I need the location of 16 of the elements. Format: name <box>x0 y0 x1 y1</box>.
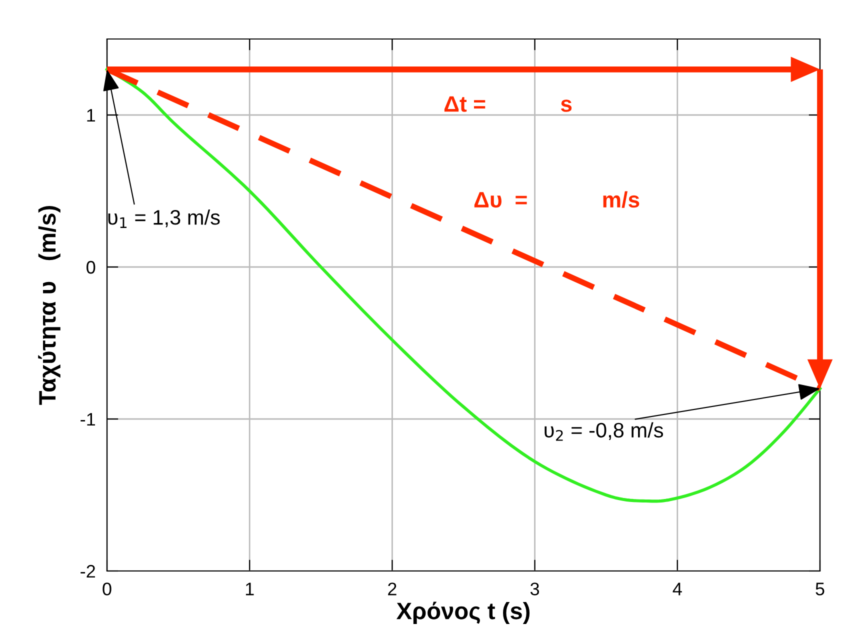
x-tick-label: 0 <box>102 582 112 596</box>
annotation: Δυ = m/s <box>474 191 640 208</box>
x-tick-label: 4 <box>672 582 682 596</box>
y-tick-label: 1 <box>87 109 96 122</box>
y-axis-title: Ταχύτητα υ (m/s) <box>38 206 60 405</box>
x-tick-label: 3 <box>530 582 540 596</box>
x-tick-label: 1 <box>246 582 254 596</box>
annotation: υ$_{2}$ = -0,8 m/s <box>544 422 664 441</box>
annotation: υ$_{1}$ = 1,3 m/s <box>108 209 220 228</box>
x-axis-title: Χρόνος t (s) <box>396 602 530 624</box>
y-tick-label: 0 <box>86 260 96 274</box>
y-tick-label: -2 <box>80 564 95 578</box>
y-tick-label: -1 <box>80 413 96 426</box>
annotation: Δt = s <box>444 96 572 112</box>
x-tick-label: 5 <box>816 582 824 596</box>
x-tick-label: 2 <box>388 582 396 596</box>
